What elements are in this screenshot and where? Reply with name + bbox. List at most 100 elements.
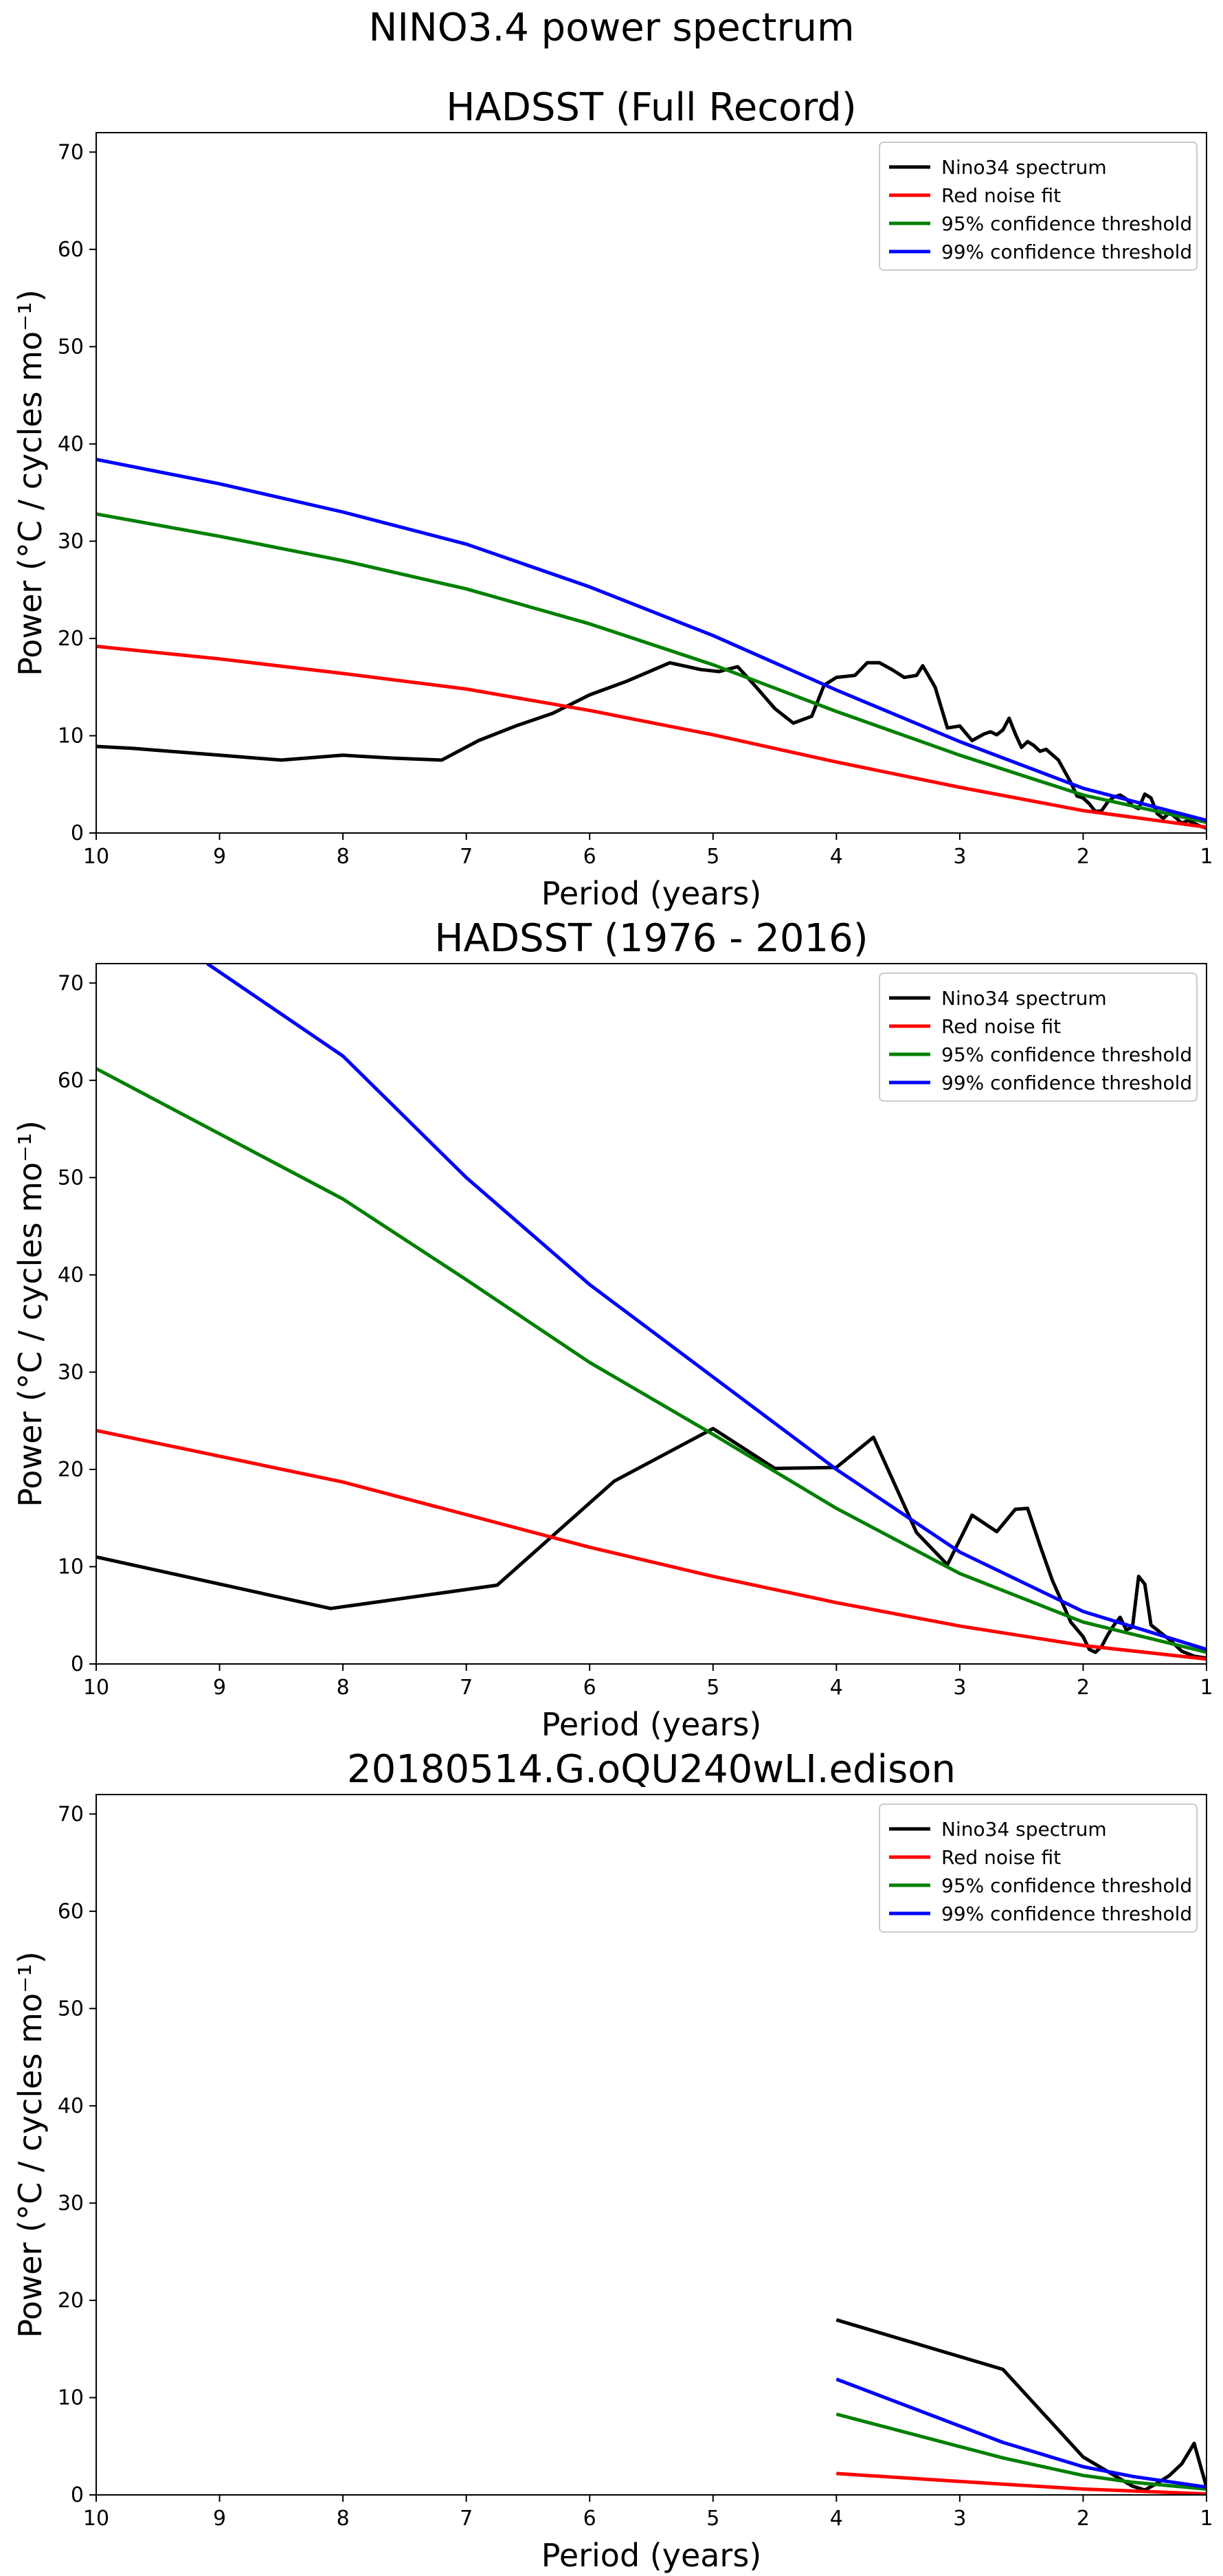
x-tick-label: 5 [706,1676,719,1700]
legend-box [879,1803,1198,1933]
x-tick-label: 4 [830,845,843,869]
y-tick-label: 70 [58,140,84,164]
y-tick-label: 10 [58,724,84,748]
x-axis-label: Period (years) [541,2537,762,2574]
page-title: NINO3.4 power spectrum [368,5,855,50]
y-tick-label: 0 [71,1652,84,1676]
legend-label-red-noise-fit: Red noise fit [941,1846,1061,1869]
series-line-95-confidence-threshold [96,1067,1207,1654]
legend-label-nino34-spectrum: Nino34 spectrum [941,1818,1107,1841]
x-tick-label: 3 [953,2507,966,2531]
x-tick-label: 10 [83,1676,109,1700]
x-tick-label: 3 [953,845,966,869]
y-tick-label: 60 [58,1069,84,1093]
series-line-95-confidence-threshold [96,512,1207,824]
legend: Nino34 spectrum Red noise fit 95% confiden… [879,142,1198,271]
y-tick-label: 50 [58,335,84,359]
legend: Nino34 spectrum Red noise fit 95% confiden… [879,1803,1198,1933]
series-line-red-noise-fit [836,2472,1207,2495]
legend-label-95-confidence-threshold: 95% confidence threshold [941,212,1192,235]
series-line-red-noise-fit [96,644,1207,829]
chart-title: HADSST (Full Record) [446,85,856,130]
y-tick-label: 30 [58,529,84,553]
series-line-red-noise-fit [96,1428,1207,1661]
y-tick-label: 20 [58,1458,84,1482]
chart-title: HADSST (1976 - 2016) [434,916,868,961]
x-axis-label: Period (years) [541,875,762,912]
x-tick-label: 10 [83,845,109,869]
y-tick-label: 60 [58,238,84,262]
x-tick-label: 2 [1077,1676,1090,1700]
x-axis-label: Period (years) [541,1706,762,1743]
x-tick-label: 4 [830,2507,843,2531]
chart-title: 20180514.G.oQU240wLI.edison [347,1747,956,1792]
x-tick-label: 1 [1200,2507,1213,2531]
y-tick-label: 70 [58,1802,84,1826]
x-tick-label: 6 [583,1676,596,1700]
y-axis-label: Power (°C / cycles mo⁻¹) [12,1951,49,2338]
legend-label-95-confidence-threshold: 95% confidence threshold [941,1043,1192,1066]
legend-label-nino34-spectrum: Nino34 spectrum [941,987,1107,1010]
x-tick-label: 7 [460,2507,473,2531]
y-tick-label: 0 [71,821,84,845]
legend-label-99-confidence-threshold: 99% confidence threshold [941,1072,1192,1094]
y-tick-label: 40 [58,1263,84,1287]
legend-label-99-confidence-threshold: 99% confidence threshold [941,241,1192,263]
x-tick-label: 2 [1077,845,1090,869]
y-tick-label: 0 [71,2483,84,2507]
y-tick-label: 30 [58,1360,84,1384]
x-tick-label: 7 [460,845,473,869]
plot-frame [96,132,1207,834]
legend-label-95-confidence-threshold: 95% confidence threshold [941,1874,1192,1897]
x-tick-label: 5 [706,2507,719,2531]
x-tick-label: 7 [460,1676,473,1700]
chart-2: HADSST (1976 - 2016)10 9 8 7 6 5 4 3 2 1010203040… [12,916,1213,1743]
x-tick-label: 6 [583,2507,596,2531]
x-tick-label: 9 [213,1676,226,1700]
y-tick-label: 10 [58,1555,84,1579]
plot-frame [96,1794,1207,2496]
x-tick-label: 8 [337,1676,350,1700]
y-tick-label: 50 [58,1997,84,2021]
y-axis-label: Power (°C / cycles mo⁻¹) [12,1120,49,1507]
plot-frame [96,963,1207,1665]
y-tick-label: 60 [58,1900,84,1924]
series-line-99-confidence-threshold [206,964,1207,1652]
x-tick-label: 1 [1200,1676,1213,1700]
x-tick-label: 10 [83,2507,109,2531]
series-line-95-confidence-threshold [835,2412,1207,2491]
y-tick-label: 40 [58,432,84,456]
legend-box [879,973,1198,1102]
series-line-nino34-spectrum [835,2318,1207,2492]
legend-label-red-noise-fit: Red noise fit [941,1015,1061,1038]
x-tick-label: 4 [830,1676,843,1700]
legend-label-99-confidence-threshold: 99% confidence threshold [941,1902,1192,1925]
x-tick-label: 8 [337,2507,350,2531]
series-line-99-confidence-threshold [96,458,1207,823]
series-line-nino34-spectrum [96,1427,1207,1660]
x-tick-label: 9 [213,845,226,869]
legend-label-red-noise-fit: Red noise fit [941,184,1061,207]
y-tick-label: 70 [58,971,84,995]
legend-label-nino34-spectrum: Nino34 spectrum [941,156,1107,179]
y-tick-label: 20 [58,627,84,651]
legend-box [879,142,1198,271]
y-tick-label: 40 [58,2094,84,2118]
series-line-99-confidence-threshold [835,2377,1207,2489]
x-tick-label: 3 [953,1676,966,1700]
chart-1: HADSST (Full Record)10 9 8 7 6 5 4 3 2 1010203040… [12,85,1213,912]
x-tick-label: 1 [1200,845,1213,869]
legend: Nino34 spectrum Red noise fit 95% confiden… [879,973,1198,1102]
y-tick-label: 50 [58,1166,84,1190]
x-tick-label: 6 [583,845,596,869]
y-tick-label: 30 [58,2191,84,2215]
x-tick-label: 5 [706,845,719,869]
y-tick-label: 20 [58,2289,84,2313]
y-tick-label: 10 [58,2386,84,2410]
x-tick-label: 2 [1077,2507,1090,2531]
x-tick-label: 8 [337,845,350,869]
x-tick-label: 9 [213,2507,226,2531]
y-axis-label: Power (°C / cycles mo⁻¹) [12,289,49,676]
